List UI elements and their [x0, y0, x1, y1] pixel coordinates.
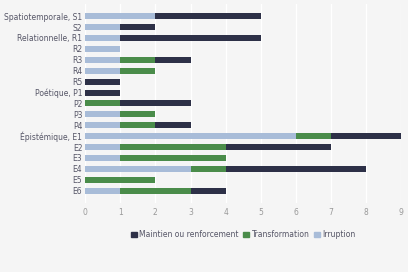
Bar [296, 133, 331, 139]
Bar [85, 111, 120, 117]
Bar [120, 57, 155, 63]
Bar [85, 188, 120, 194]
Bar [226, 144, 331, 150]
Bar [120, 24, 155, 30]
Bar [85, 35, 120, 41]
Legend: Maintien ou renforcement, Transformation, Irruption: Maintien ou renforcement, Transformation… [131, 230, 356, 239]
Bar [120, 188, 191, 194]
Bar [120, 122, 155, 128]
Bar [85, 122, 120, 128]
Bar [85, 133, 296, 139]
Bar [120, 100, 191, 106]
Bar [120, 155, 226, 161]
Bar [85, 155, 120, 161]
Bar [85, 24, 120, 30]
Bar [85, 13, 155, 19]
Bar [155, 57, 191, 63]
Bar [226, 166, 366, 172]
Bar [85, 177, 155, 183]
Bar [331, 133, 401, 139]
Bar [120, 111, 155, 117]
Bar [85, 79, 120, 85]
Bar [120, 144, 226, 150]
Bar [85, 166, 191, 172]
Bar [120, 68, 155, 74]
Bar [85, 100, 120, 106]
Bar [85, 46, 120, 52]
Bar [85, 68, 120, 74]
Bar [85, 57, 120, 63]
Bar [85, 144, 120, 150]
Bar [155, 13, 261, 19]
Bar [191, 166, 226, 172]
Bar [85, 89, 120, 95]
Bar [120, 35, 261, 41]
Bar [191, 188, 226, 194]
Bar [155, 122, 191, 128]
